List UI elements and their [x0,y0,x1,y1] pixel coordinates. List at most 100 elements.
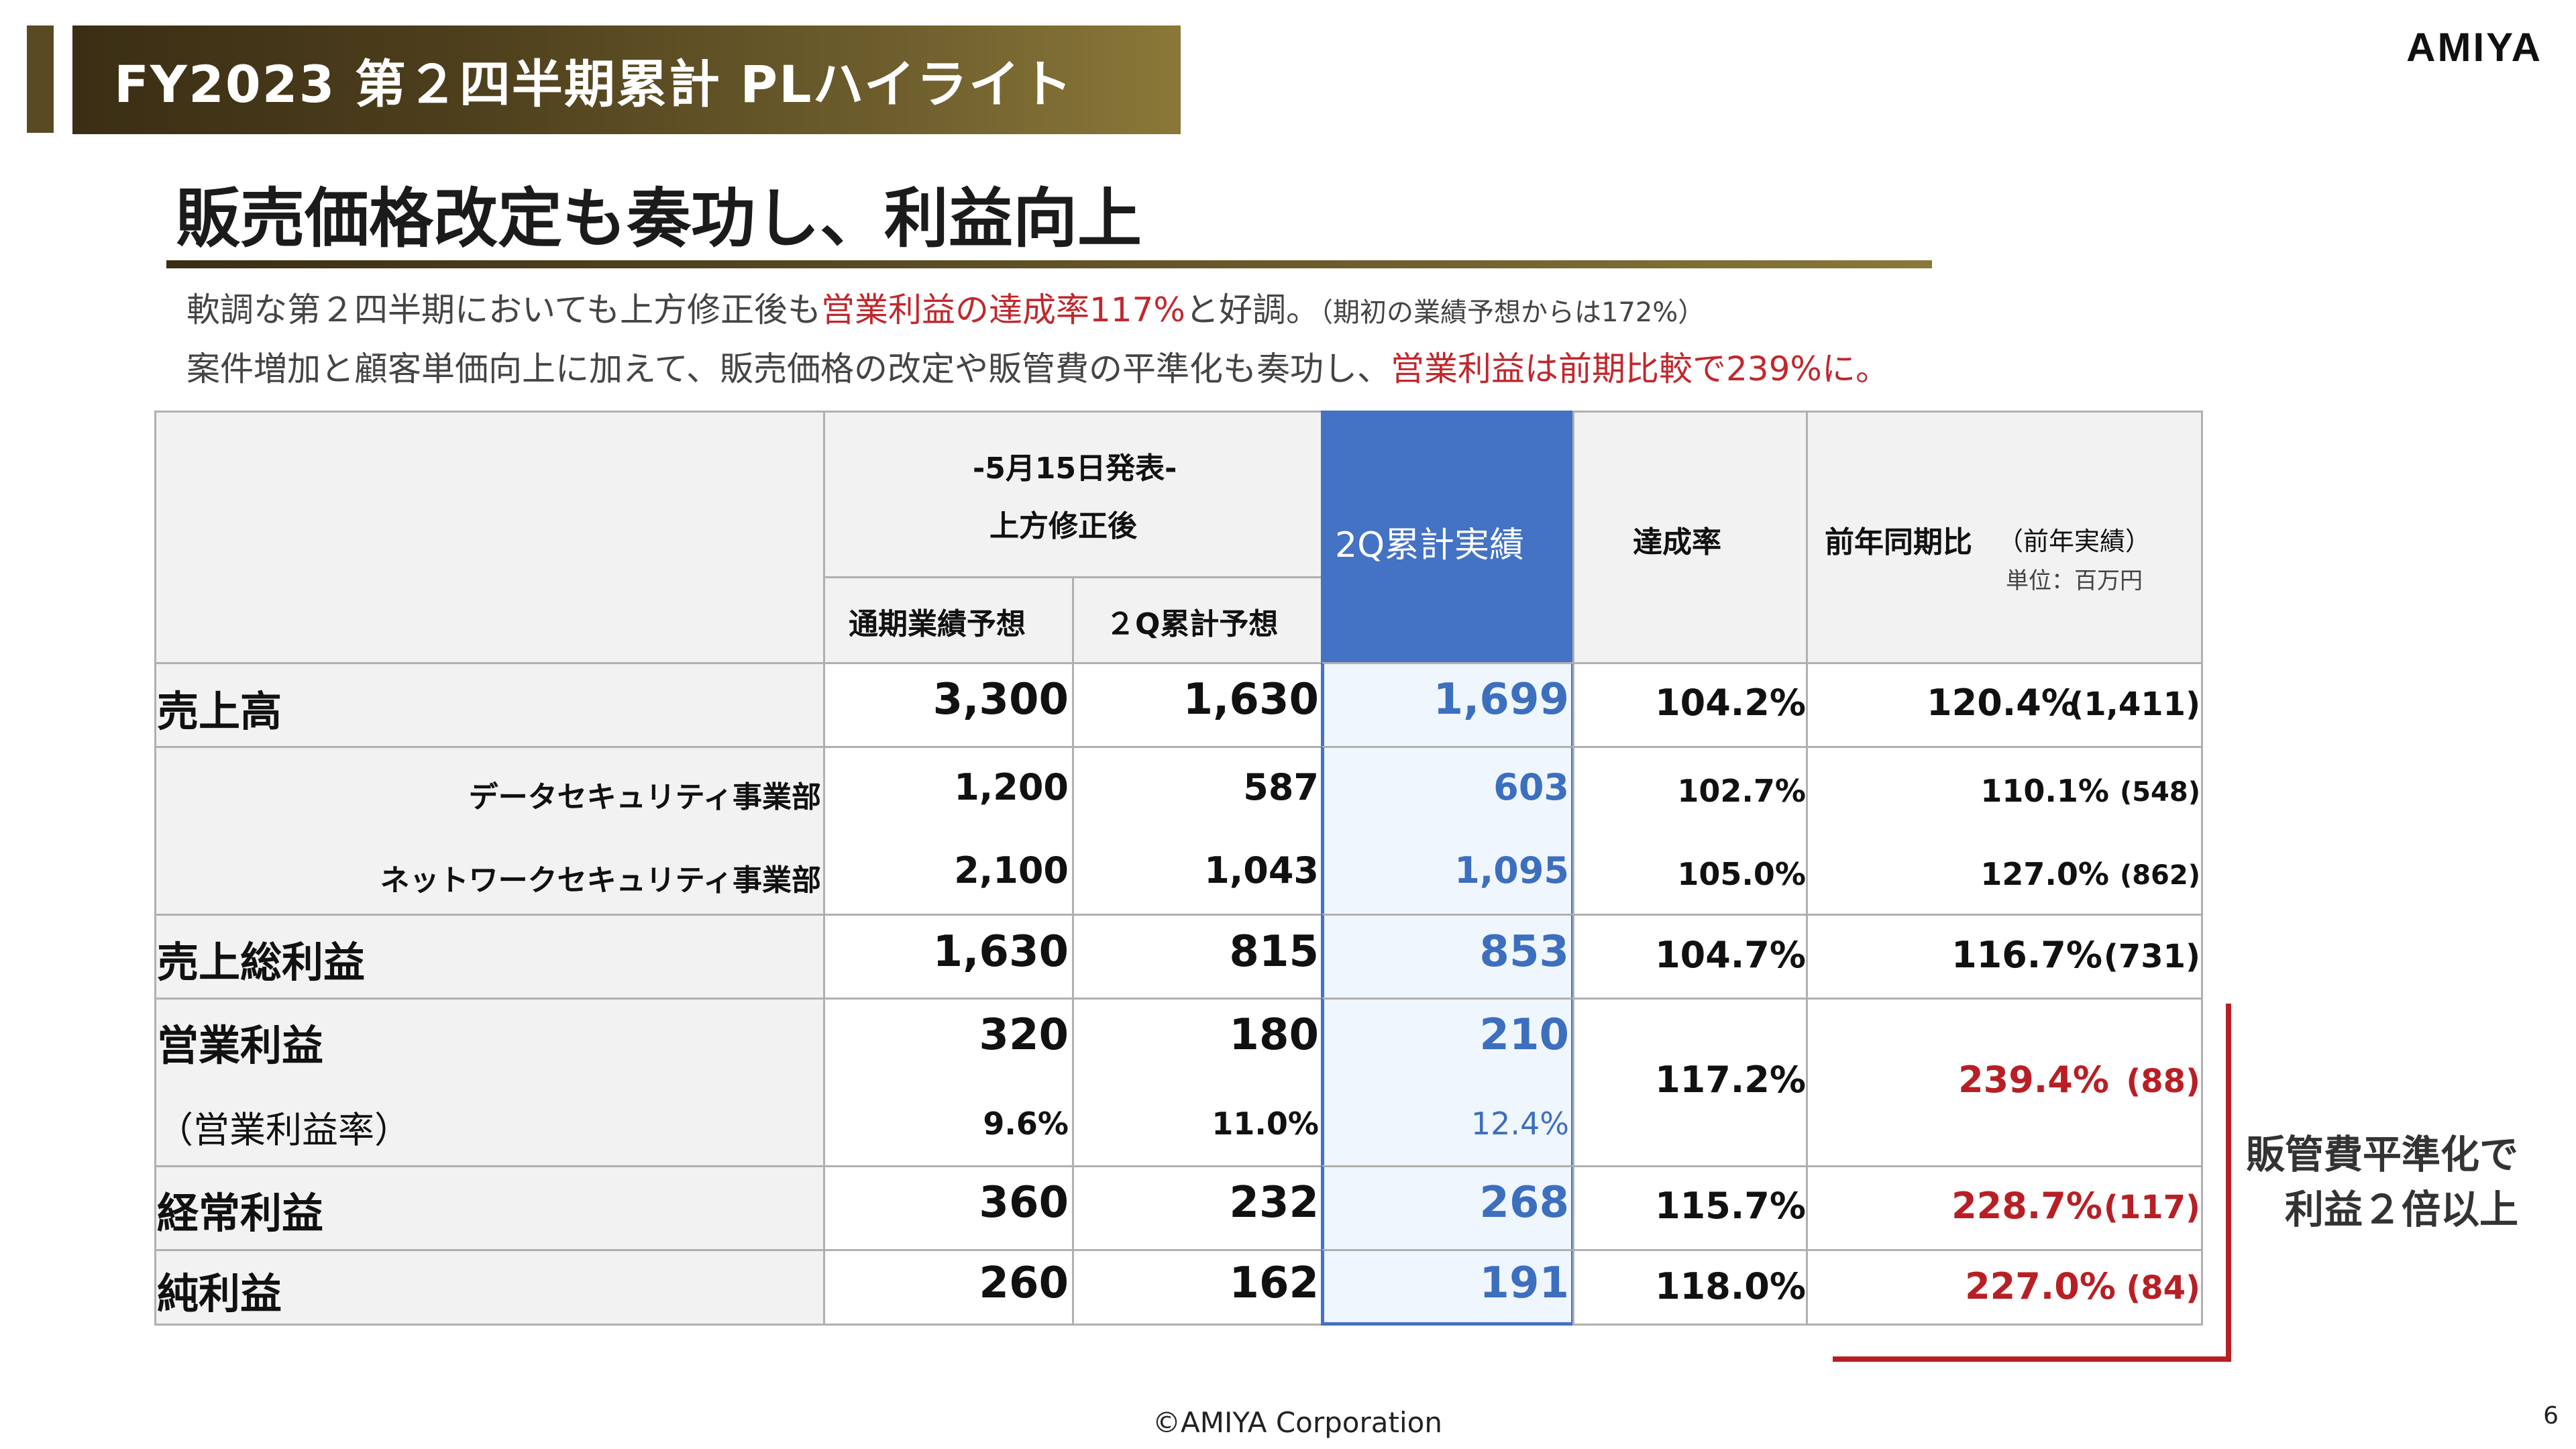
summary-text: 軟調な第２四半期においても上方修正後も営業利益の達成率117%と好調。（期初の業… [186,282,1889,397]
row-label: データセキュリティ事業部 [468,780,821,814]
value-q2-actual: 210 [1479,1010,1569,1060]
cell [1321,1249,1574,1326]
header-achievement: 達成率 [1633,525,1721,559]
cell [1072,662,1323,748]
table-row [154,1249,825,1326]
cell [1321,662,1574,748]
summary-line-2: 案件増加と顧客単価向上に加えて、販売価格の改定や販管費の平準化も奏功し、営業利益… [186,350,1889,388]
title-banner: FY2023 第２四半期累計 PLハイライト [72,25,1181,134]
value-full-year: 9.6% [983,1106,1069,1142]
table-row [154,662,825,748]
value-yoy: 110.1% [1980,773,2109,809]
value-full-year: 260 [979,1258,1069,1308]
cell [1572,914,1808,1000]
value-q2-forecast: 1,630 [1183,675,1319,724]
value-prior: (117) [2103,1189,2200,1226]
headline: 販売価格改定も奏功し、利益向上 [176,181,1142,256]
value-q2-forecast: 815 [1229,927,1319,977]
cell [1072,998,1323,1083]
cell [823,746,1074,832]
cell [1806,746,2203,832]
value-yoy: 120.4% [1927,682,2078,724]
cell [1572,1249,1808,1326]
header-q2-actual: 2Q累計実績 [1335,525,1525,566]
header-full-year-cell [823,576,1074,664]
callout-bracket-vertical [2226,1004,2231,1362]
value-q2-actual: 12.4% [1470,1106,1569,1142]
cell [823,830,1074,916]
cell [1806,1165,2203,1251]
value-prior: (731) [2103,938,2200,975]
cell [1572,662,1808,748]
value-q2-forecast: 162 [1229,1258,1319,1308]
header-empty-cell [154,411,825,664]
value-prior: (84) [2126,1269,2200,1307]
value-achievement: 118.0% [1655,1265,1806,1307]
value-q2-actual: 853 [1479,927,1569,977]
value-achievement: 104.2% [1655,682,1806,724]
value-q2-actual: 1,095 [1454,849,1569,892]
header-revised: 上方修正後 [989,509,1137,543]
value-q2-actual: 603 [1493,766,1569,808]
header-yoy: 前年同期比 [1825,525,1972,559]
cell [1072,830,1323,916]
header-yoy-cell [1806,411,2203,664]
headline-underline [166,260,1932,268]
table-row [154,998,825,1083]
value-full-year: 3,300 [932,675,1069,724]
row-label: 営業利益 [157,1021,324,1070]
value-q2-actual: 1,699 [1433,675,1569,724]
summary-note: （期初の業績予想からは172%） [1319,297,1705,328]
row-label: 経常利益 [157,1189,324,1238]
cell [1572,830,1808,916]
title-accent-bar [27,25,54,133]
value-q2-actual: 268 [1479,1178,1569,1228]
slide-title: FY2023 第２四半期累計 PLハイライト [114,54,1073,114]
header-revised-forecast-group [823,411,1074,578]
cell [823,662,1074,748]
cell [1072,1249,1323,1326]
value-prior: (1,411) [2069,686,2200,723]
value-prior: (548) [2119,777,2200,808]
cell [823,914,1074,1000]
cell [1806,662,2203,748]
pl-table: -5月15日発表- 上方修正後 通期業績予想 ２Q累計予想 2Q累計実績 達成率… [154,411,2203,1326]
callout-note: 販管費平準化で 利益２倍以上 [2246,1127,2518,1237]
company-logo: AMIYA [2406,25,2542,70]
value-achievement: 104.7% [1655,934,1806,976]
value-prior: (862) [2119,860,2200,891]
value-yoy: 127.0% [1980,856,2109,892]
value-full-year: 1,200 [954,766,1069,808]
summary-highlight-2: 営業利益は前期比較で239%に。 [1391,350,1889,388]
value-q2-forecast: 180 [1229,1010,1319,1060]
value-yoy: 239.4% [1958,1059,2109,1101]
summary-highlight-1: 営業利益の達成率117% [821,290,1185,329]
table-row [154,746,825,832]
page-number: 6 [2543,1402,2559,1430]
header-q2-forecast-cell [1072,576,1323,664]
header-yoy-note: （前年実績） [1998,527,2151,556]
header-full-year: 通期業績予想 [849,607,1026,641]
header-q2-forecast: ２Q累計予想 [1106,607,1279,641]
cell [823,1165,1074,1251]
summary-line-1: 軟調な第２四半期においても上方修正後も営業利益の達成率117%と好調。（期初の業… [186,290,1705,329]
value-achievement: 115.7% [1655,1185,1806,1227]
row-label: ネットワークセキュリティ事業部 [380,863,821,898]
header-unit: 単位：百万円 [2006,568,2143,594]
value-full-year: 360 [979,1178,1069,1228]
callout-line-1: 販管費平準化で [2246,1132,2519,1177]
header-announce-date: -5月15日発表- [973,451,1177,486]
table-row [154,1081,825,1167]
value-full-year: 2,100 [954,849,1069,892]
row-label: 売上総利益 [157,938,366,987]
callout-line-2: 利益２倍以上 [2285,1187,2519,1232]
value-achievement: 105.0% [1677,856,1806,892]
value-yoy: 227.0% [1965,1265,2116,1307]
cell [1806,1249,2203,1326]
value-q2-forecast: 1,043 [1204,849,1319,892]
value-q2-forecast: 232 [1229,1178,1319,1228]
value-q2-forecast: 587 [1243,766,1319,808]
value-prior: (88) [2126,1063,2200,1100]
header-revised-forecast-group-right [1072,411,1323,578]
row-label: 純利益 [157,1269,282,1318]
